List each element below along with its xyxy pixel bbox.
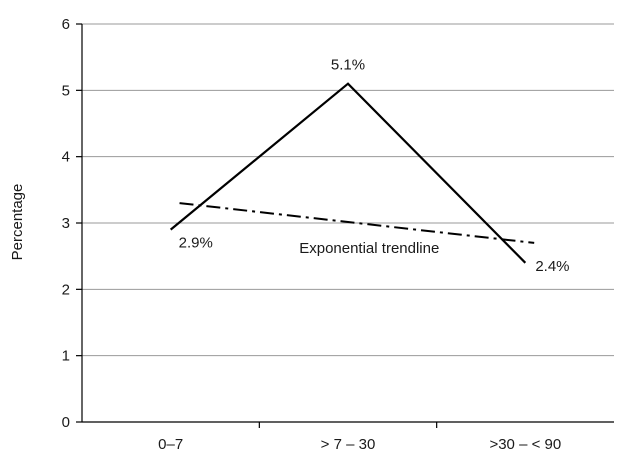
series-line-percentage bbox=[169, 82, 527, 264]
x-tick-label: > 7 – 30 bbox=[321, 436, 376, 453]
trendline bbox=[179, 202, 535, 244]
y-axis-title: Percentage bbox=[9, 184, 26, 261]
tick-labels: 0 1 2 3 4 5 6 0–7 > 7 – 30 >30 – < 90 bbox=[62, 16, 562, 453]
data-label: 2.4% bbox=[535, 258, 569, 275]
axes bbox=[76, 23, 614, 428]
x-tick-label: 0–7 bbox=[158, 436, 183, 453]
y-tick-label: 6 bbox=[62, 16, 70, 33]
y-tick-label: 2 bbox=[62, 281, 70, 298]
y-tick-label: 1 bbox=[62, 348, 70, 365]
data-label: 2.9% bbox=[179, 235, 213, 252]
trendline-annotation: Exponential trendline bbox=[299, 240, 439, 257]
y-tick-label: 3 bbox=[62, 215, 70, 232]
x-tick-label: >30 – < 90 bbox=[489, 436, 561, 453]
y-tick-label: 5 bbox=[62, 82, 70, 99]
gridlines bbox=[82, 23, 614, 357]
data-labels: 2.9% 5.1% 2.4% Exponential trendline bbox=[179, 57, 570, 275]
y-tick-label: 0 bbox=[62, 414, 70, 431]
series-lines bbox=[169, 82, 535, 264]
data-label: 5.1% bbox=[331, 57, 365, 74]
y-tick-label: 4 bbox=[62, 149, 70, 166]
